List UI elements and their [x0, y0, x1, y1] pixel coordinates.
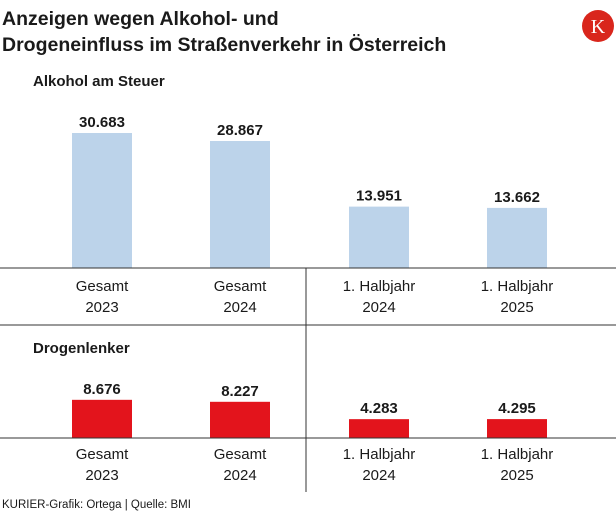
- alcohol-value-label: 13.662: [494, 189, 540, 206]
- kurier-logo: K: [582, 10, 614, 42]
- drugs-category-label: 2023: [85, 467, 118, 484]
- alcohol-bar: [72, 133, 132, 268]
- alcohol-category-label: 2024: [362, 299, 395, 316]
- title-line-2: Drogeneinfluss im Straßenverkehr in Öste…: [2, 34, 447, 56]
- drugs-category-label: 2025: [500, 467, 533, 484]
- chart-title: Anzeigen wegen Alkohol- und Drogeneinflu…: [2, 6, 562, 58]
- drugs-category-label: 2024: [362, 467, 395, 484]
- drugs-value-label: 4.295: [498, 400, 536, 417]
- alcohol-bar: [487, 207, 547, 268]
- drugs-category-label: 2024: [223, 467, 256, 484]
- alcohol-value-label: 13.951: [356, 188, 402, 205]
- drugs-section-label: Drogenlenker: [33, 340, 130, 357]
- alcohol-bar: [210, 140, 270, 268]
- title-line-1: Anzeigen wegen Alkohol- und: [2, 8, 279, 30]
- alcohol-category-label: Gesamt: [76, 278, 129, 295]
- alcohol-category-label: 1. Halbjahr: [481, 278, 554, 295]
- drugs-bar: [210, 401, 270, 438]
- alcohol-category-label: Gesamt: [214, 278, 267, 295]
- drugs-category-label: 1. Halbjahr: [481, 446, 554, 463]
- alcohol-value-label: 28.867: [217, 122, 263, 139]
- alcohol-value-label: 30.683: [79, 114, 125, 131]
- drugs-value-label: 4.283: [360, 400, 398, 417]
- drugs-category-label: Gesamt: [214, 446, 267, 463]
- drugs-category-label: Gesamt: [76, 446, 129, 463]
- drugs-bar: [72, 399, 132, 438]
- drugs-bar: [349, 419, 409, 438]
- drugs-category-label: 1. Halbjahr: [343, 446, 416, 463]
- logo-letter: K: [591, 16, 606, 38]
- alcohol-category-label: 1. Halbjahr: [343, 278, 416, 295]
- alcohol-category-label: 2025: [500, 299, 533, 316]
- logo-circle: [582, 10, 614, 42]
- drugs-bar: [487, 419, 547, 438]
- drugs-value-label: 8.676: [83, 381, 121, 398]
- alcohol-section-label: Alkohol am Steuer: [33, 73, 165, 90]
- source-note: KURIER-Grafik: Ortega | Quelle: BMI: [2, 499, 191, 511]
- alcohol-category-label: 2024: [223, 299, 256, 316]
- alcohol-category-label: 2023: [85, 299, 118, 316]
- bar-chart: 30.683 Gesamt 2023 28.867 Gesamt 2024 13.951 1.…: [0, 114, 616, 492]
- alcohol-bar: [349, 206, 409, 268]
- drugs-value-label: 8.227: [221, 383, 259, 400]
